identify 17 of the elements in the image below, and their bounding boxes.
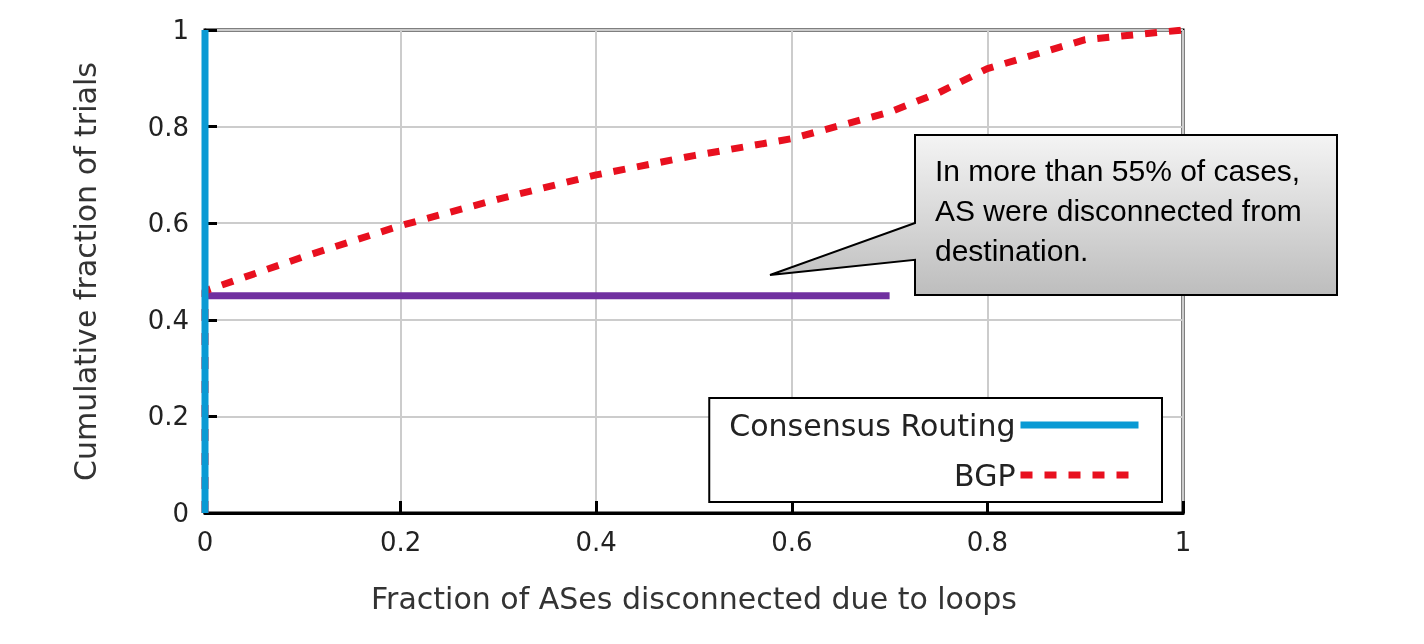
x-tick-label: 1 [1174,527,1192,557]
annotation: In more than 55% of cases, AS were disconnected from destination. [934,153,1303,269]
y-tick-label: 0.8 [147,111,189,142]
y-tick-label: 0 [172,498,189,528]
x-tick-label: 0.4 [575,527,617,557]
x-tick-label: 0 [196,527,214,557]
x-axis-title: Fraction of ASes disconnected due to loops [371,580,1017,616]
y-tick-label: 0.6 [147,208,189,239]
y-tick-label: 0.4 [147,304,189,335]
x-tick-label: 0.8 [966,527,1009,557]
legend-label: Consensus Routing [729,407,1016,443]
x-tick-label: 0.6 [771,527,813,557]
y-tick-label: 1 [172,15,189,45]
y-tick-label: 0.2 [147,401,189,432]
y-axis-title: Cumulative fraction of trials [67,62,103,481]
x-tick-label: 0.2 [379,527,422,557]
legend-label: BGP [954,457,1016,493]
